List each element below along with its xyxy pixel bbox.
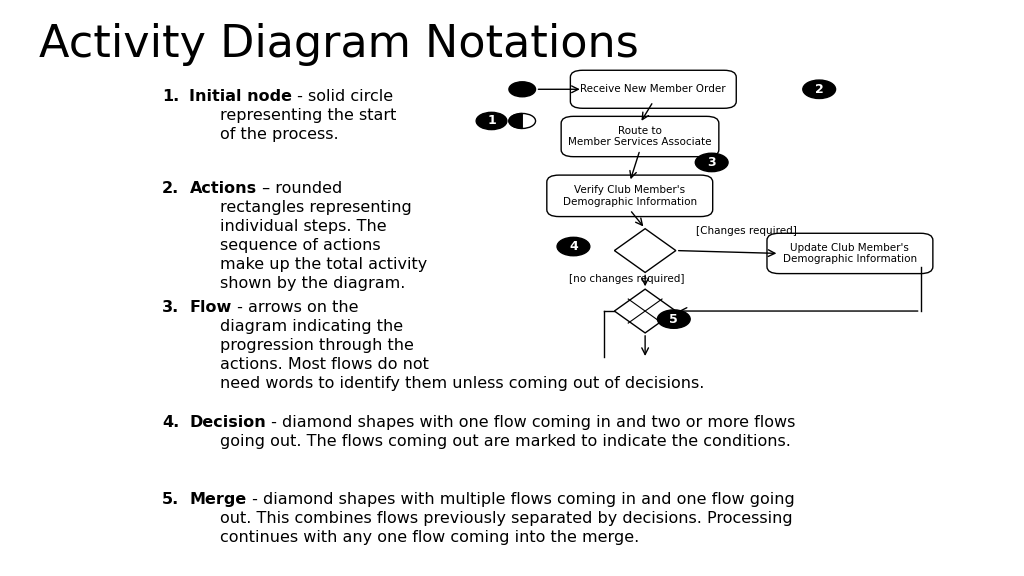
Circle shape bbox=[509, 82, 536, 97]
Text: Route to
Member Services Associate: Route to Member Services Associate bbox=[568, 126, 712, 147]
Text: Flow: Flow bbox=[189, 300, 231, 314]
FancyBboxPatch shape bbox=[767, 233, 933, 274]
Text: of the process.: of the process. bbox=[220, 127, 339, 142]
Text: Activity Diagram Notations: Activity Diagram Notations bbox=[39, 23, 639, 66]
Text: actions. Most flows do not: actions. Most flows do not bbox=[220, 357, 429, 372]
Text: 5: 5 bbox=[670, 313, 678, 325]
Text: need words to identify them unless coming out of decisions.: need words to identify them unless comin… bbox=[220, 376, 705, 391]
Circle shape bbox=[695, 153, 728, 172]
Text: 2: 2 bbox=[815, 83, 823, 96]
Text: Initial node: Initial node bbox=[189, 89, 293, 104]
Text: Decision: Decision bbox=[189, 415, 266, 430]
Circle shape bbox=[476, 112, 507, 130]
Text: diagram indicating the: diagram indicating the bbox=[220, 319, 403, 334]
Text: - diamond shapes with multiple flows coming in and one flow going: - diamond shapes with multiple flows com… bbox=[247, 492, 795, 507]
Text: 4: 4 bbox=[569, 240, 578, 253]
FancyBboxPatch shape bbox=[570, 70, 736, 108]
Text: Merge: Merge bbox=[189, 492, 247, 507]
Text: 5.: 5. bbox=[162, 492, 179, 507]
Text: out. This combines flows previously separated by decisions. Processing: out. This combines flows previously sepa… bbox=[220, 511, 793, 526]
Text: shown by the diagram.: shown by the diagram. bbox=[220, 276, 406, 291]
Text: – rounded: – rounded bbox=[257, 181, 342, 196]
FancyBboxPatch shape bbox=[561, 116, 719, 157]
Text: individual steps. The: individual steps. The bbox=[220, 219, 387, 234]
Text: - solid circle: - solid circle bbox=[293, 89, 393, 104]
Text: Actions: Actions bbox=[189, 181, 257, 196]
Text: rectangles representing: rectangles representing bbox=[220, 200, 412, 215]
Text: Update Club Member's
Demographic Information: Update Club Member's Demographic Informa… bbox=[783, 242, 916, 264]
Text: - diamond shapes with one flow coming in and two or more flows: - diamond shapes with one flow coming in… bbox=[266, 415, 796, 430]
Text: 3.: 3. bbox=[162, 300, 179, 314]
Text: Receive New Member Order: Receive New Member Order bbox=[581, 84, 726, 94]
Polygon shape bbox=[614, 229, 676, 272]
Polygon shape bbox=[614, 289, 676, 333]
Text: 3: 3 bbox=[708, 156, 716, 169]
FancyBboxPatch shape bbox=[547, 175, 713, 217]
Text: sequence of actions: sequence of actions bbox=[220, 238, 381, 253]
Text: continues with any one flow coming into the merge.: continues with any one flow coming into … bbox=[220, 530, 639, 545]
Text: going out. The flows coming out are marked to indicate the conditions.: going out. The flows coming out are mark… bbox=[220, 434, 791, 449]
Circle shape bbox=[657, 310, 690, 328]
Text: progression through the: progression through the bbox=[220, 338, 414, 353]
Text: make up the total activity: make up the total activity bbox=[220, 257, 427, 272]
Circle shape bbox=[509, 113, 536, 128]
Text: representing the start: representing the start bbox=[220, 108, 396, 123]
Circle shape bbox=[557, 237, 590, 256]
Circle shape bbox=[803, 80, 836, 98]
Text: [no changes required]: [no changes required] bbox=[569, 274, 684, 283]
Text: - arrows on the: - arrows on the bbox=[231, 300, 358, 314]
Text: Verify Club Member's
Demographic Information: Verify Club Member's Demographic Informa… bbox=[563, 185, 696, 207]
Text: 2.: 2. bbox=[162, 181, 179, 196]
Text: [Changes required]: [Changes required] bbox=[696, 226, 798, 236]
Text: 1.: 1. bbox=[162, 89, 179, 104]
Text: 1: 1 bbox=[487, 115, 496, 127]
Text: 4.: 4. bbox=[162, 415, 179, 430]
Wedge shape bbox=[509, 113, 522, 128]
